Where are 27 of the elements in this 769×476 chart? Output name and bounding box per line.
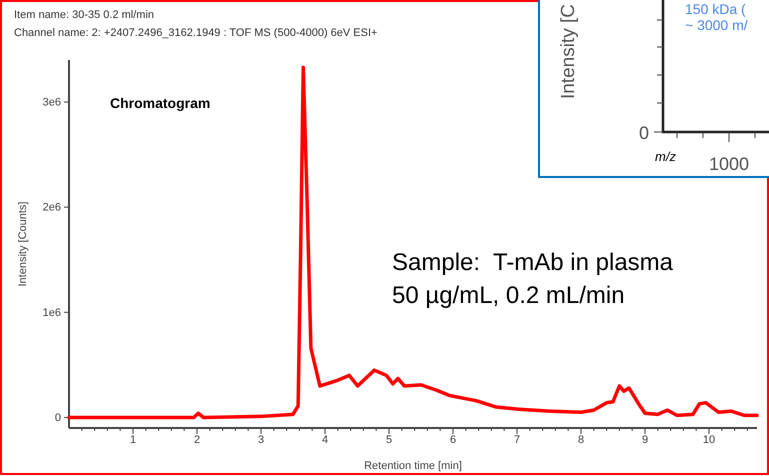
annotation: Sample: T-mAb in plasma <box>392 249 674 276</box>
y-tick-label: 0 <box>54 412 61 424</box>
text: 150 kDa ( <box>685 1 746 17</box>
x-tick-label: 1 <box>130 434 136 446</box>
x-tick-label: 7 <box>514 434 520 446</box>
x-tick-label: 3 <box>258 434 264 446</box>
text: Intensity [C <box>558 4 579 100</box>
chart-title: Item name: 30-35 0.2 ml/min <box>14 9 154 21</box>
x-axis-title: Retention time [min] <box>364 460 462 472</box>
x-tick-label: 9 <box>642 434 648 446</box>
y-tick-label: 3e6 <box>42 96 61 109</box>
annotation: 50 µg/mL, 0.2 mL/min <box>392 282 625 309</box>
x-tick-label: 6 <box>450 434 456 446</box>
x-tick-label: 8 <box>578 434 584 446</box>
y-tick-label: 1e6 <box>42 306 61 319</box>
chart-subtitle: Channel name: 2: +2407.2496_3162.1949 : TOF MS (500-4000) 6eV ESI+ <box>14 27 378 39</box>
text: ~ 3000 m/ <box>685 17 748 33</box>
x-tick-label: 2 <box>194 434 200 446</box>
annotation: 0 <box>638 123 649 143</box>
text: m/z <box>655 149 676 164</box>
x-tick-label: 10 <box>702 434 716 446</box>
y-axis-title: Intensity [Counts] <box>17 202 29 286</box>
annotation: Chromatogram <box>110 95 210 111</box>
annotation: 1000 <box>708 154 750 174</box>
x-tick-label: 5 <box>386 434 392 446</box>
x-tick-label: 4 <box>322 434 328 446</box>
y-tick-label: 2e6 <box>42 202 61 214</box>
